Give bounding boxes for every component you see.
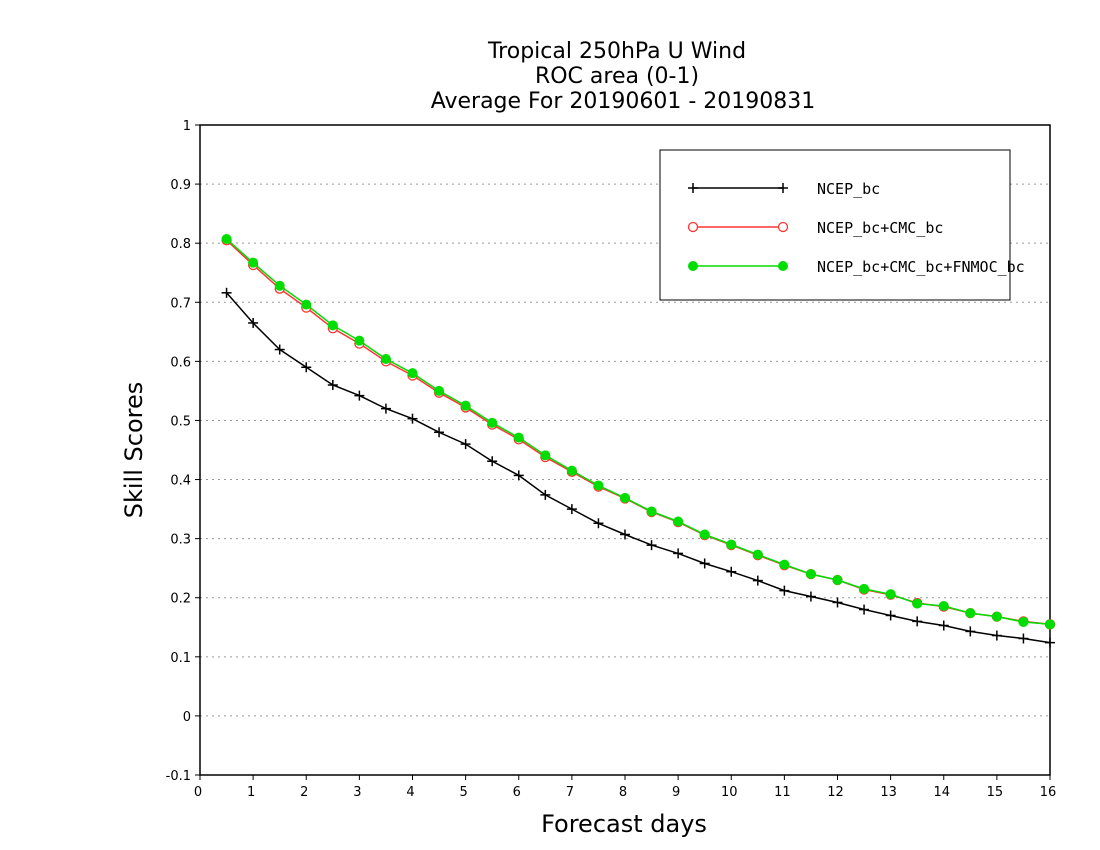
x-tick-label: 5 (459, 785, 467, 800)
x-tick-label: 8 (619, 785, 627, 800)
y-tick-label: 0.1 (170, 651, 191, 666)
data-point (1045, 619, 1055, 630)
data-point (805, 569, 816, 580)
x-tick-label: 3 (353, 785, 361, 800)
y-tick-label: 0.2 (170, 592, 191, 607)
y-tick-label: 0.8 (170, 237, 191, 252)
x-tick-label: 7 (566, 785, 574, 800)
y-axis-label: Skill Scores (120, 382, 148, 519)
data-point (566, 465, 577, 476)
data-point (777, 221, 789, 233)
data-point (354, 335, 365, 346)
x-tick-label: 6 (513, 785, 521, 800)
data-point (687, 221, 699, 233)
data-point (434, 385, 445, 396)
y-tick-label: 0.6 (170, 355, 191, 370)
series-group (221, 234, 1056, 648)
data-point (752, 549, 763, 560)
legend-item-3: NCEP_bc+CMC_bc+FNMOC_bc (688, 258, 1025, 276)
chart-title-line-2: ROC area (0-1) (535, 64, 699, 89)
plot-frame (199, 124, 1051, 776)
data-point (779, 559, 790, 570)
y-tick-label: 0.5 (170, 414, 191, 429)
data-point (301, 299, 312, 310)
legend-label: NCEP_bc+CMC_bc+FNMOC_bc (817, 258, 1025, 276)
legend-item-1: NCEP_bc (688, 180, 880, 198)
data-point (673, 516, 684, 527)
data-point (1018, 616, 1029, 627)
series-3 (221, 234, 1055, 630)
x-tick-label: 1 (247, 785, 255, 800)
x-axis-label: Forecast days (541, 810, 707, 838)
data-point (460, 400, 471, 411)
data-point (991, 611, 1002, 622)
data-point (540, 450, 551, 461)
data-point (965, 608, 976, 619)
y-tick-label: 0 (183, 710, 191, 725)
data-point (832, 575, 843, 585)
chart-title-line-3: Average For 20190601 - 20190831 (431, 89, 816, 114)
data-point (688, 261, 698, 271)
data-point (646, 506, 657, 517)
x-tick-label: 0 (194, 785, 202, 800)
data-point (593, 480, 604, 491)
x-tick-label: 11 (774, 785, 791, 800)
data-point (859, 583, 870, 594)
axes: -0.100.10.20.30.40.50.60.70.80.910 1 2 3 4 5 6… (166, 119, 1057, 800)
series-1 (221, 287, 1055, 648)
x-tick-label: 15 (987, 785, 1004, 800)
data-point (407, 368, 418, 379)
legend-item-2: NCEP_bc+CMC_bc (687, 219, 943, 237)
y-tick-label: 0.4 (170, 474, 191, 489)
x-tick-label: 16 (1040, 785, 1057, 800)
data-point (912, 598, 923, 609)
data-point (726, 539, 737, 550)
data-point (274, 280, 285, 291)
y-tick-label: 1 (183, 119, 191, 134)
data-point (248, 257, 259, 268)
series-line (226, 292, 1051, 644)
x-tick-label: 9 (672, 785, 680, 800)
y-tick-label: 0.3 (170, 533, 191, 548)
x-tick-label: 12 (827, 785, 844, 800)
data-point (221, 234, 232, 245)
x-tick-label: 14 (933, 785, 950, 800)
data-point (327, 320, 338, 331)
data-point (487, 417, 498, 428)
y-tick-label: 0.7 (170, 296, 191, 311)
y-tick-label: 0.9 (170, 178, 191, 193)
legend-label: NCEP_bc+CMC_bc (817, 219, 943, 237)
x-tick-label: 13 (880, 785, 897, 800)
data-point (778, 261, 788, 271)
data-point (620, 492, 630, 503)
data-point (885, 589, 896, 600)
x-tick-label: 10 (721, 785, 738, 800)
legend-box (659, 149, 1011, 301)
chart-title-line-1: Tropical 250hPa U Wind (487, 39, 746, 64)
data-point (938, 601, 949, 611)
x-tick-label: 2 (300, 785, 308, 800)
data-point (699, 529, 710, 540)
data-point (513, 432, 524, 443)
legend: NCEP_bc NCEP_bc+CMC_bc NCEP_bc+CMC_bc+FNMO… (659, 149, 1025, 301)
legend-label: NCEP_bc (817, 180, 880, 198)
x-tick-label: 4 (406, 785, 414, 800)
data-point (380, 354, 391, 364)
y-tick-label: -0.1 (166, 769, 191, 784)
